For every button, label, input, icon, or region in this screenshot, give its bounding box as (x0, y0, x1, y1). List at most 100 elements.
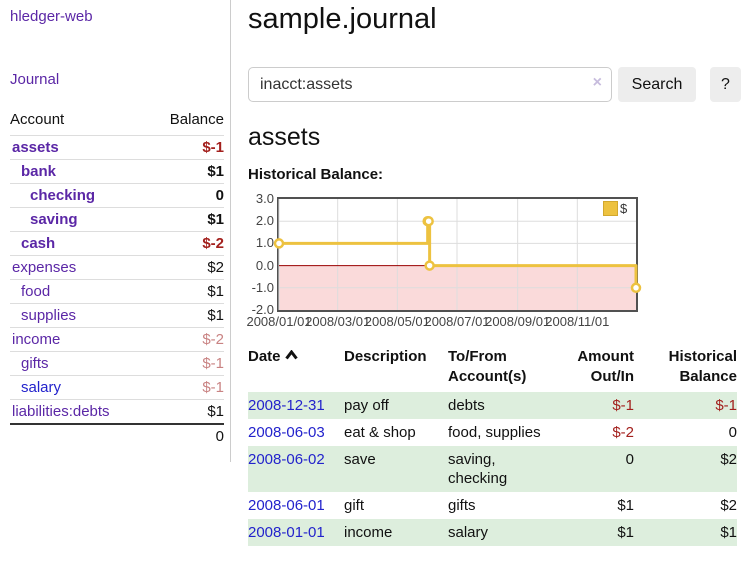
register-date-cell: 2008-12-31 (248, 392, 344, 419)
account-name-cell: cash (10, 231, 149, 256)
col-header-balance: Historical Balance (668, 348, 737, 385)
register-table: Date Description To/From Account(s) Amou… (248, 345, 737, 546)
account-balance: $1 (148, 207, 224, 232)
register-description-cell: eat & shop (344, 424, 416, 441)
y-axis-tick-label: 2.0 (255, 213, 274, 229)
account-balance: $1 (148, 399, 224, 424)
register-row: 2008-06-01 gift gifts $1 $2 (248, 492, 737, 519)
account-row: liabilities:debts $1 (10, 399, 224, 424)
register-accounts-cell: gifts (448, 497, 476, 514)
y-axis-tick-label: -1.0 (251, 279, 274, 295)
col-header-description: Description (344, 348, 427, 365)
account-row: income $-2 (10, 327, 224, 352)
chart-title: Historical Balance: (248, 166, 384, 183)
sidebar-account-link[interactable]: cash (21, 235, 56, 252)
account-balance: $-2 (148, 327, 224, 352)
register-balance-cell: $1 (720, 524, 737, 541)
account-balance: $1 (148, 159, 224, 184)
search-input[interactable] (248, 67, 612, 102)
y-axis-tick-label: 1.0 (255, 235, 274, 251)
search-input-wrap: × (248, 67, 612, 102)
chart-canvas (273, 199, 642, 310)
account-balance: $1 (148, 303, 224, 328)
account-balance: $-2 (148, 231, 224, 256)
sidebar-account-link[interactable]: salary (21, 379, 62, 396)
sidebar-account-link[interactable]: assets (12, 139, 59, 156)
sidebar-account-link[interactable]: supplies (21, 307, 77, 324)
account-row: checking 0 (10, 183, 224, 208)
sidebar-account-link[interactable]: income (12, 331, 61, 348)
sort-ascending-icon (284, 349, 298, 360)
account-row: gifts $-1 (10, 351, 224, 376)
account-row: assets $-1 (10, 135, 224, 160)
help-button[interactable]: ? (710, 67, 741, 102)
y-axis-tick-label: -2.0 (251, 302, 274, 317)
transaction-date-link[interactable]: 2008-12-31 (248, 397, 325, 414)
register-amount-cell: $-2 (612, 424, 634, 441)
register-description-cell: income (344, 524, 393, 541)
page-title: sample.journal (248, 3, 437, 35)
account-balance: $-1 (148, 351, 224, 376)
register-balance-cell: $2 (720, 451, 737, 468)
transaction-date-link[interactable]: 2008-06-03 (248, 424, 325, 441)
x-axis-tick-label: 2008/05/01 (364, 314, 430, 329)
account-name-cell: checking (10, 183, 149, 208)
register-date-cell: 2008-01-01 (248, 519, 344, 546)
x-axis-tick-label: 2008/01/01 (246, 314, 312, 329)
register-amount-cell: $1 (617, 524, 634, 541)
register-row: 2008-01-01 income salary $1 $1 (248, 519, 737, 546)
account-row: cash $-2 (10, 231, 224, 256)
register-row: 2008-06-03 eat & shop food, supplies $-2 0 (248, 419, 737, 446)
sidebar-account-link[interactable]: saving (30, 211, 78, 228)
account-name-cell: gifts (10, 351, 149, 376)
register-header-row: Date Description To/From Account(s) Amou… (248, 345, 737, 392)
sidebar-account-link[interactable]: liabilities:debts (12, 403, 110, 420)
account-row: expenses $2 (10, 255, 224, 280)
register-balance-cell: 0 (728, 424, 737, 441)
account-name-cell: saving (10, 207, 149, 232)
account-row: saving $1 (10, 207, 224, 232)
account-name-cell: liabilities:debts (10, 399, 149, 424)
register-date-cell: 2008-06-01 (248, 492, 344, 519)
transaction-date-link[interactable]: 2008-06-01 (248, 497, 325, 514)
sidebar-item-journal[interactable]: Journal (10, 71, 60, 88)
col-header-date[interactable]: Date (248, 345, 344, 392)
register-balance-cell: $-1 (715, 397, 737, 414)
register-description-cell: pay off (344, 397, 389, 414)
accounts-table-body: assets $-1 bank $1 checking 0 saving $1 cash $-2 e… (10, 135, 224, 424)
chart-legend: $ (603, 201, 627, 216)
sidebar-account-link[interactable]: expenses (12, 259, 77, 276)
legend-swatch-icon (603, 201, 618, 216)
main-content: sample.journal × Search ? assets Histori… (246, 0, 742, 546)
search-form: × Search ? (248, 67, 742, 102)
transaction-date-link[interactable]: 2008-06-02 (248, 451, 325, 468)
account-name-cell: expenses (10, 255, 149, 280)
app-home-link[interactable]: hledger-web (10, 8, 93, 25)
account-name-cell: assets (10, 135, 149, 160)
sidebar-account-link[interactable]: checking (30, 187, 96, 204)
col-header-amount: Amount Out/In (577, 348, 634, 385)
register-description-cell: gift (344, 497, 365, 514)
clear-search-icon[interactable]: × (592, 74, 602, 91)
account-balance: $1 (148, 279, 224, 304)
account-heading: assets (248, 123, 321, 151)
sidebar-account-link[interactable]: food (21, 283, 51, 300)
register-amount-cell: $-1 (612, 397, 634, 414)
transaction-date-link[interactable]: 2008-01-01 (248, 524, 325, 541)
register-table-body: 2008-12-31 pay off debts $-1 $-1 2008-06-03 ea… (248, 392, 737, 546)
account-balance: 0 (148, 183, 224, 208)
register-amount-cell: 0 (625, 451, 634, 468)
account-name-cell: bank (10, 159, 149, 184)
register-accounts-cell: food, supplies (448, 424, 541, 441)
register-row: 2008-06-02 save saving, checking 0 $2 (248, 446, 737, 492)
x-axis-tick-label: 2008/11/01 (545, 314, 610, 329)
sidebar: hledger-web Journal Account Balance asse… (0, 0, 231, 462)
chart-plot-area (273, 197, 642, 312)
sidebar-account-link[interactable]: gifts (21, 355, 49, 372)
accounts-total-spacer (10, 423, 149, 448)
account-row: food $1 (10, 279, 224, 304)
account-balance: $2 (148, 255, 224, 280)
search-button[interactable]: Search (618, 67, 696, 102)
sidebar-account-link[interactable]: bank (21, 163, 57, 180)
accounts-table: Account Balance assets $-1 bank $1 checking 0… (10, 109, 224, 448)
